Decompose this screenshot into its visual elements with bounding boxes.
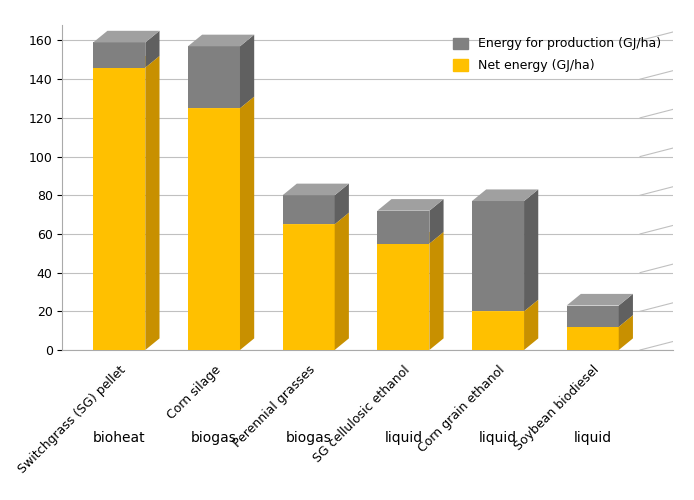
Polygon shape (430, 232, 443, 350)
Polygon shape (188, 108, 240, 350)
Polygon shape (93, 42, 145, 68)
Polygon shape (188, 96, 254, 108)
Text: biogas: biogas (286, 431, 332, 445)
Legend: Energy for production (GJ/ha), Net energy (GJ/ha): Energy for production (GJ/ha), Net energ… (446, 31, 667, 78)
Polygon shape (619, 294, 633, 327)
Polygon shape (619, 315, 633, 350)
Text: bioheat: bioheat (93, 431, 146, 445)
Text: liquid: liquid (574, 431, 611, 445)
Polygon shape (145, 56, 160, 350)
Polygon shape (188, 34, 254, 46)
Polygon shape (240, 34, 254, 108)
Polygon shape (145, 31, 160, 68)
Text: Corn grain ethanol: Corn grain ethanol (416, 363, 507, 454)
Text: liquid: liquid (479, 431, 517, 445)
Polygon shape (282, 212, 349, 224)
Polygon shape (282, 184, 349, 195)
Polygon shape (282, 195, 335, 224)
Polygon shape (188, 46, 240, 108)
Text: biogas: biogas (191, 431, 237, 445)
Text: Perennial grasses: Perennial grasses (231, 363, 318, 450)
Polygon shape (567, 327, 619, 350)
Polygon shape (524, 190, 539, 312)
Polygon shape (378, 210, 430, 244)
Polygon shape (93, 56, 160, 68)
Polygon shape (567, 306, 619, 327)
Text: Switchgrass (SG) pellet: Switchgrass (SG) pellet (16, 363, 128, 476)
Polygon shape (378, 232, 443, 243)
Text: SG cellulosic ethanol: SG cellulosic ethanol (311, 363, 412, 464)
Text: liquid: liquid (384, 431, 423, 445)
Polygon shape (472, 312, 524, 350)
Polygon shape (472, 190, 539, 201)
Polygon shape (567, 315, 633, 327)
Text: Corn silage: Corn silage (164, 363, 223, 422)
Polygon shape (430, 199, 443, 244)
Polygon shape (378, 244, 430, 350)
Polygon shape (240, 96, 254, 350)
Polygon shape (472, 201, 524, 312)
Polygon shape (524, 300, 539, 350)
Text: Soybean biodiesel: Soybean biodiesel (512, 363, 602, 453)
Polygon shape (282, 224, 335, 350)
Polygon shape (567, 294, 633, 306)
Polygon shape (472, 300, 539, 312)
Polygon shape (378, 199, 443, 210)
Polygon shape (93, 31, 160, 42)
Polygon shape (335, 212, 349, 350)
Polygon shape (335, 184, 349, 224)
Polygon shape (93, 68, 145, 350)
